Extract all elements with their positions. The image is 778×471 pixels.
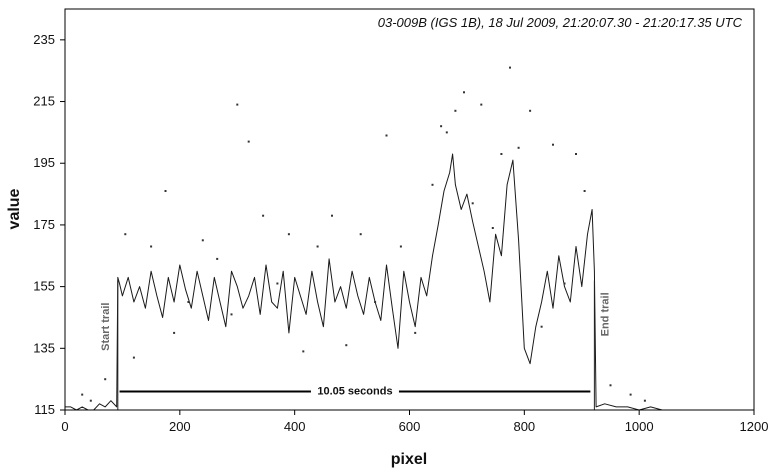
scatter-point	[529, 109, 532, 112]
x-tick-label: 1000	[625, 419, 654, 434]
scatter-point	[431, 183, 434, 186]
scatter-point	[302, 350, 305, 353]
scatter-point	[230, 313, 233, 316]
scatter-point	[609, 384, 612, 387]
scatter-point	[104, 378, 107, 381]
scatter-point	[124, 233, 127, 236]
end-trail-label: End trail	[599, 292, 611, 336]
scatter-point	[643, 399, 646, 402]
scatter-point	[276, 282, 279, 285]
scatter-point	[399, 245, 402, 248]
y-tick-label: 215	[33, 94, 55, 109]
scatter-point	[440, 125, 443, 128]
duration-label: 10.05 seconds	[317, 385, 392, 397]
scatter-point	[345, 344, 348, 347]
scatter-point	[164, 190, 167, 192]
scatter-point	[454, 109, 457, 112]
series-line-0	[65, 153, 663, 411]
x-tick-label: 400	[284, 419, 306, 434]
scatter-point	[374, 301, 377, 303]
y-axis-title: value	[6, 188, 23, 229]
scatter-point	[236, 103, 239, 106]
scatter-point	[262, 214, 265, 217]
axes-layer: 0 200 400 600 800 1000 1200 115 135 155 175 195 215 2…	[33, 32, 768, 434]
y-tick-label: 115	[34, 402, 55, 417]
scatter-point	[414, 331, 417, 334]
scatter-point	[216, 257, 219, 260]
scatter-point	[89, 399, 92, 402]
x-tick-label: 800	[513, 419, 535, 434]
scatter-point	[359, 233, 362, 236]
scatter-point	[629, 393, 632, 396]
y-tick-label: 195	[33, 155, 55, 170]
x-tick-label: 0	[61, 419, 68, 434]
x-tick-label: 1200	[740, 419, 769, 434]
scatter-point	[187, 301, 190, 303]
scatter-point	[173, 331, 176, 334]
y-tick-label: 235	[33, 32, 55, 47]
scatter-point	[552, 143, 554, 146]
scatter-point	[480, 103, 483, 106]
y-tick-label: 155	[33, 279, 55, 294]
scatter-point	[316, 245, 319, 248]
scatter-point	[247, 140, 250, 143]
scatter-point	[150, 245, 153, 248]
scatter-point	[81, 393, 84, 396]
scatter-point	[563, 282, 566, 285]
scatter-point	[583, 190, 586, 192]
annotation-layer: Start trail End trail 10.05 seconds	[100, 280, 611, 410]
scatter-point	[132, 356, 135, 359]
scatter-point	[491, 227, 494, 229]
scatter-point	[287, 233, 290, 236]
scatter-point	[385, 134, 388, 137]
scatter-point	[500, 153, 503, 155]
scatter-point	[471, 202, 474, 205]
x-axis-title: pixel	[391, 451, 427, 468]
plot-background	[65, 9, 754, 410]
chart-title: 03-009B (IGS 1B), 18 Jul 2009, 21:20:07.…	[378, 15, 743, 30]
scatter-point	[331, 214, 333, 217]
x-tick-label: 600	[399, 419, 421, 434]
scatter-point	[540, 325, 543, 328]
scatter-point	[445, 131, 448, 134]
scatter-point	[517, 146, 520, 149]
y-tick-label: 135	[33, 340, 55, 355]
scatter-point	[201, 239, 204, 242]
series-layer	[65, 66, 663, 411]
x-tick-label: 200	[169, 419, 191, 434]
scatter-point	[463, 91, 465, 94]
scatter-point	[575, 153, 577, 155]
start-trail-label: Start trail	[100, 303, 112, 351]
y-tick-label: 175	[33, 217, 55, 232]
scatter-point	[509, 66, 511, 69]
